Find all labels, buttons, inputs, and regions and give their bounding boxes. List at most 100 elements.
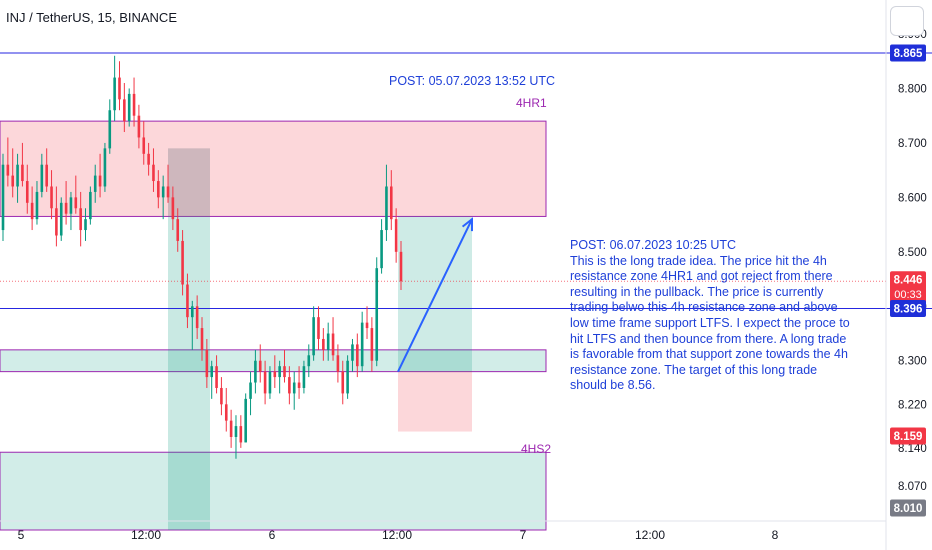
chart-title: INJ / TetherUS, 15, BINANCE — [6, 10, 177, 25]
candle-body — [273, 371, 277, 378]
candle — [1, 153, 5, 241]
candle — [166, 164, 170, 203]
price-badge: 8.159 — [890, 427, 926, 445]
candle-body — [21, 164, 24, 182]
candle — [360, 311, 364, 372]
candle — [108, 99, 112, 154]
candle — [326, 322, 330, 361]
price-badge-value: 8.010 — [894, 503, 923, 515]
candle-body — [326, 333, 330, 350]
x-tick-label: 6 — [269, 528, 276, 542]
x-tick-label: 8 — [772, 528, 779, 542]
candle — [312, 306, 315, 361]
y-tick-label: 8.070 — [898, 481, 927, 493]
candle-body — [1, 164, 5, 231]
chart-settings-button[interactable] — [890, 6, 924, 36]
candle-body — [132, 93, 136, 116]
x-tick-label: 5 — [18, 528, 25, 542]
candle — [307, 344, 311, 378]
x-tick-label: 12:00 — [382, 528, 412, 542]
candle — [292, 371, 296, 410]
candle-body — [147, 153, 150, 165]
candle-body — [375, 268, 379, 361]
x-tick-label: 7 — [520, 528, 527, 542]
y-tick-label: 8.220 — [898, 399, 927, 411]
post-note-2-header: POST: 06.07.2023 10:25 UTC — [570, 238, 737, 252]
candle — [147, 142, 150, 176]
candle-body — [108, 110, 112, 149]
candle-body — [50, 186, 53, 209]
candle — [186, 273, 189, 329]
candle — [322, 328, 325, 361]
candle — [30, 186, 34, 231]
candle-body — [186, 284, 189, 318]
candle — [341, 360, 345, 405]
candle — [161, 175, 165, 220]
price-badge-box — [890, 299, 926, 317]
candle — [224, 387, 228, 432]
candle-body — [229, 420, 233, 437]
candle-body — [220, 387, 223, 405]
candle-body — [263, 371, 267, 394]
candle-body — [365, 322, 369, 329]
candle — [137, 104, 141, 149]
candle-body — [346, 360, 349, 394]
position-target-area — [168, 216, 210, 531]
candle — [142, 121, 146, 165]
x-tick-label: 12:00 — [131, 528, 161, 542]
candle — [336, 344, 340, 383]
candle-body — [210, 366, 214, 378]
candle — [93, 164, 97, 203]
candle-body — [35, 191, 39, 220]
candle-body — [45, 164, 48, 187]
post-note-2-body: This is the long trade idea. The price h… — [570, 253, 850, 393]
price-badge: 8.446 00:33 — [890, 271, 926, 304]
candle-body — [205, 349, 209, 378]
candle — [103, 142, 107, 192]
candle — [375, 257, 379, 367]
candle — [6, 137, 10, 187]
candle — [331, 317, 335, 361]
y-tick-label: 8.800 — [898, 83, 927, 95]
candle-body — [30, 202, 34, 220]
price-badge-box — [890, 499, 926, 517]
candle — [21, 142, 24, 187]
candle — [11, 148, 15, 198]
candle — [35, 181, 39, 225]
candle-body — [16, 164, 19, 187]
candle-body — [166, 186, 170, 198]
price-badge-value: 8.396 — [894, 303, 923, 315]
candle-body — [171, 197, 175, 220]
candle-body — [215, 366, 218, 388]
candle — [254, 349, 257, 394]
support-zone-label: 4HS2 — [521, 442, 552, 456]
support-zone-4hs2 — [0, 451, 547, 531]
candle-body — [351, 344, 354, 361]
candle-body — [249, 382, 252, 399]
candle-body — [176, 219, 180, 241]
candle — [195, 295, 199, 339]
candle-body — [137, 115, 141, 138]
candle — [181, 230, 184, 296]
candle — [79, 191, 82, 247]
candle — [176, 208, 180, 252]
candle-body — [157, 181, 160, 198]
projection-arrow-head — [461, 217, 474, 232]
y-tick-label: 8.300 — [898, 356, 927, 368]
y-tick-label: 8.140 — [898, 443, 927, 455]
long-position-stop-area — [398, 371, 472, 432]
price-badge: 8.865 — [890, 44, 926, 62]
candle-body — [307, 355, 311, 367]
resistance-zone-label: 4HR1 — [516, 96, 547, 110]
candle-body — [360, 322, 364, 367]
candle — [118, 61, 121, 111]
price-badge-value: 8.159 — [894, 431, 923, 443]
candle — [200, 317, 204, 361]
candle — [278, 360, 281, 394]
candle — [25, 164, 29, 214]
candle — [74, 175, 78, 214]
candle — [249, 371, 252, 416]
candle-body — [297, 382, 301, 388]
candle-body — [190, 306, 194, 318]
